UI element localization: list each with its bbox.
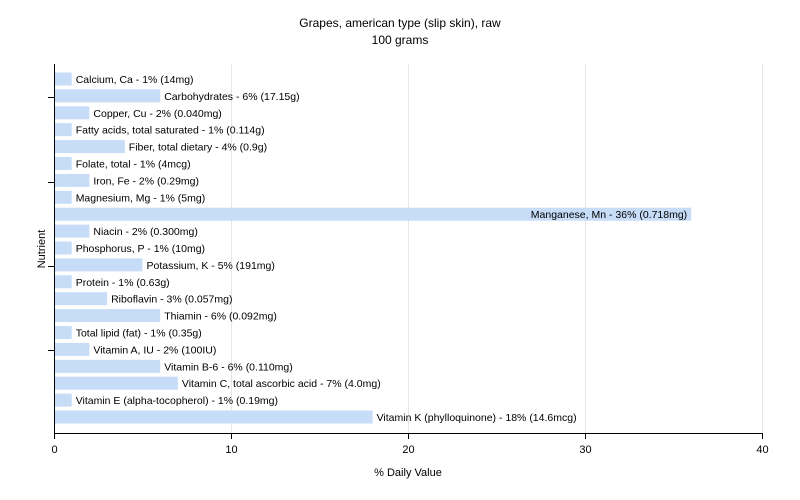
bar-label: Vitamin B-6 - 6% (0.110mg)	[164, 361, 293, 373]
gridlines	[231, 64, 763, 433]
x-tick-label: 30	[579, 444, 591, 456]
bar	[55, 309, 161, 323]
bar-label: Folate, total - 1% (4mcg)	[76, 159, 191, 171]
bar	[55, 190, 72, 204]
bar	[55, 173, 90, 187]
bar-label: Fatty acids, total saturated - 1% (0.114…	[76, 125, 265, 137]
bar-label: Calcium, Ca - 1% (14mg)	[76, 74, 194, 86]
bar	[55, 140, 125, 154]
bar-label: Carbohydrates - 6% (17.15g)	[164, 91, 299, 103]
bar	[55, 359, 161, 373]
x-tick-label: 0	[51, 444, 57, 456]
bar-label: Vitamin E (alpha-tocopherol) - 1% (0.19m…	[76, 395, 278, 407]
bar	[55, 89, 161, 103]
bar-label: Copper, Cu - 2% (0.040mg)	[93, 108, 221, 120]
bar	[55, 72, 72, 86]
bar-label: Protein - 1% (0.63g)	[76, 277, 170, 289]
axes	[48, 64, 763, 439]
x-tick-labels: 0 10 20 30 40	[51, 444, 768, 456]
bar	[55, 123, 72, 137]
x-tick-label: 40	[756, 444, 768, 456]
x-axis-title: % Daily Value	[374, 467, 442, 479]
bar-label: Riboflavin - 3% (0.057mg)	[111, 294, 232, 306]
bar	[55, 292, 108, 306]
x-tick-label: 20	[402, 444, 414, 456]
x-tick-label: 10	[225, 444, 237, 456]
bar	[55, 376, 178, 390]
bar	[55, 342, 90, 356]
bar	[55, 410, 373, 424]
bar	[55, 157, 72, 170]
bar-label: Manganese, Mn - 36% (0.718mg)	[531, 209, 687, 221]
bar-label: Thiamin - 6% (0.092mg)	[164, 311, 277, 323]
bar-label: Vitamin C, total ascorbic acid - 7% (4.0…	[182, 378, 381, 390]
bar-label: Vitamin K (phylloquinone) - 18% (14.6mcg…	[377, 412, 577, 424]
bar-labels: Calcium, Ca - 1% (14mg) Carbohydrates - 6…	[76, 74, 688, 424]
bars	[55, 72, 692, 424]
bar-label: Iron, Fe - 2% (0.29mg)	[93, 175, 199, 187]
bar	[55, 326, 72, 339]
chart-subtitle: 100 grams	[372, 33, 429, 47]
bar-label: Phosphorus, P - 1% (10mg)	[76, 243, 205, 255]
bar	[55, 224, 90, 238]
y-axis-title: Nutrient	[36, 230, 48, 269]
bar	[55, 275, 72, 289]
bar-label: Fiber, total dietary - 4% (0.9g)	[129, 142, 267, 154]
bar-label: Magnesium, Mg - 1% (5mg)	[76, 192, 206, 204]
bar	[55, 258, 143, 272]
bar-label: Niacin - 2% (0.300mg)	[93, 226, 197, 238]
bar	[55, 393, 72, 407]
bar-label: Vitamin A, IU - 2% (100IU)	[93, 344, 216, 356]
bar	[55, 241, 72, 255]
bar	[55, 106, 90, 120]
chart-title: Grapes, american type (slip skin), raw	[299, 16, 501, 30]
bar	[55, 207, 692, 221]
bar-label: Potassium, K - 5% (191mg)	[147, 260, 275, 272]
bar-label: Total lipid (fat) - 1% (0.35g)	[76, 328, 202, 340]
